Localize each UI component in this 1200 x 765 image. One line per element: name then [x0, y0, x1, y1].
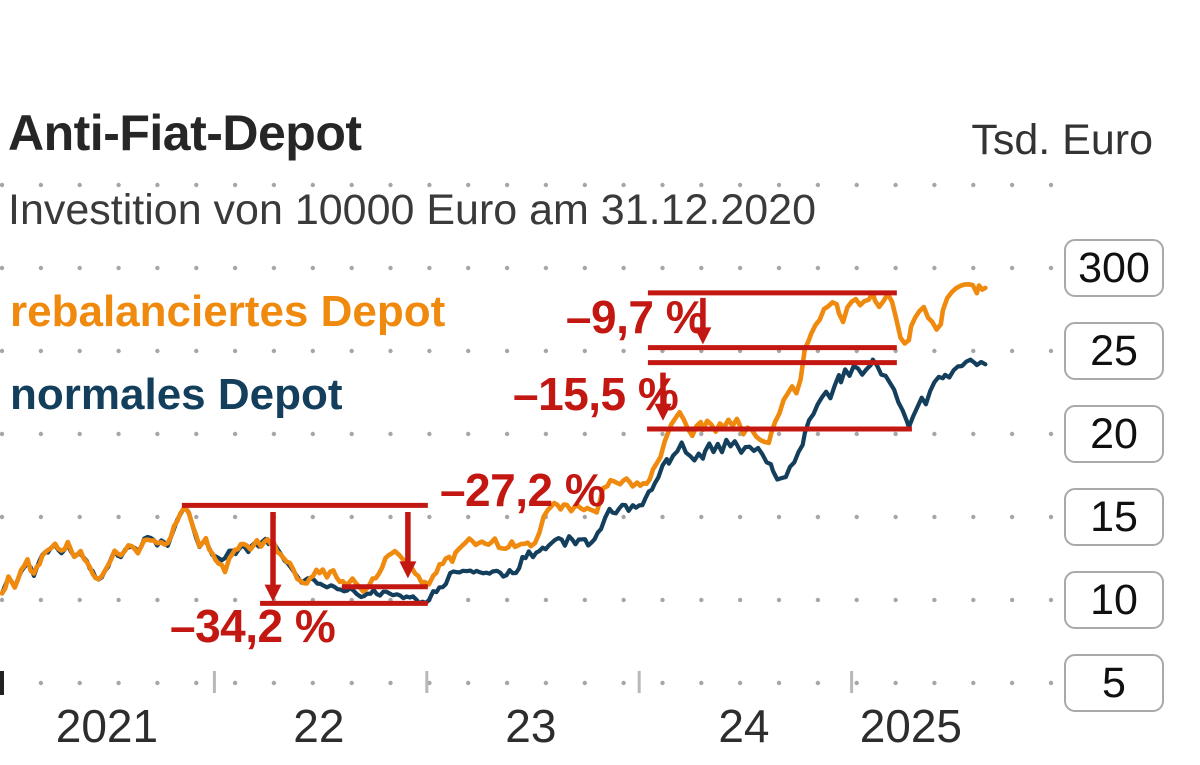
x-axis-year-label: 24	[718, 700, 770, 752]
y-axis-tick-box: 300	[1064, 239, 1164, 297]
y-axis-tick-box: 15	[1064, 488, 1164, 546]
legend-rebalanced-depot: rebalanciertes Depot	[10, 287, 446, 336]
series-line-rebalanced	[0, 282, 988, 596]
drawdown-arrow-head	[399, 561, 417, 579]
drawdown-arrow-head	[264, 584, 282, 602]
series-line-normal	[0, 357, 988, 606]
page-title: Anti-Fiat-Depot	[8, 105, 362, 161]
dot-grid	[0, 182, 1054, 686]
drawdown-arrow-head	[694, 327, 712, 345]
y-axis-unit-label: Tsd. Euro	[971, 116, 1153, 164]
y-axis-tick-box: 25	[1064, 322, 1164, 380]
legend-normal-depot: normales Depot	[10, 370, 343, 419]
chart-subtitle: Investition von 10000 Euro am 31.12.2020	[8, 186, 817, 234]
y-axis-tick-box: 20	[1064, 405, 1164, 463]
drawdown-label-9-7: –9,7 %	[565, 291, 707, 344]
x-axis-year-label: 22	[293, 700, 345, 752]
x-axis-year-label: 23	[505, 700, 557, 752]
drawdown-label-15-5: –15,5 %	[513, 367, 679, 420]
y-axis-tick-box: 5	[1064, 654, 1164, 712]
x-axis-year-label: 2021	[55, 700, 159, 752]
drawdown-arrow-head	[654, 403, 672, 421]
drawdown-label-34-2: –34,2 %	[170, 600, 336, 653]
drawdown-label-27-2: –27,2 %	[439, 464, 606, 517]
x-axis-year-label: 2025	[859, 700, 963, 752]
y-axis-tick-box: 10	[1064, 571, 1164, 629]
